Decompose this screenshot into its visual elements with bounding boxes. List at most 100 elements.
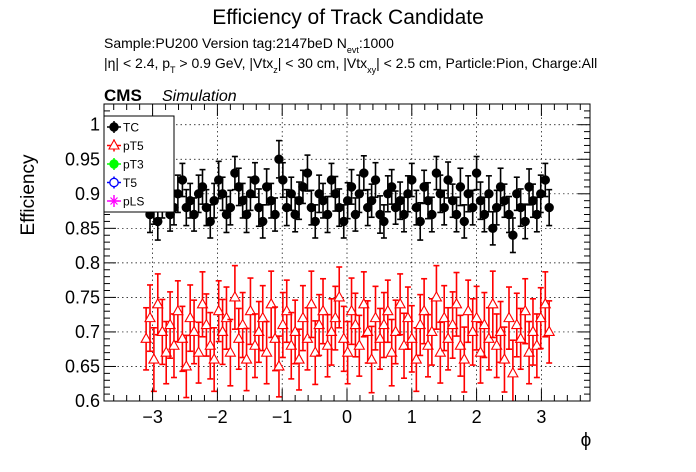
data-point-pt5 xyxy=(147,352,160,364)
data-point-tc xyxy=(346,182,357,192)
data-point-pt5 xyxy=(353,339,366,350)
cms-label: CMS xyxy=(104,86,142,105)
data-point-tc xyxy=(443,175,453,185)
data-point-pt5 xyxy=(539,297,552,309)
data-point-pt5 xyxy=(180,359,193,371)
data-point-tc xyxy=(286,189,296,199)
y-tick-label: 0.75 xyxy=(65,287,100,307)
chart-subtitle-line1: Sample:PU200 Version tag:2147beD Nevt:10… xyxy=(104,35,394,55)
y-tick-label: 0.6 xyxy=(75,391,100,411)
data-point-pt5 xyxy=(249,339,261,350)
data-point-pt5 xyxy=(478,318,491,330)
data-point-pt5 xyxy=(208,352,221,364)
data-point-pt5 xyxy=(192,346,205,357)
data-point-pt5 xyxy=(374,332,386,343)
data-point-tc xyxy=(177,175,188,185)
data-point-tc xyxy=(237,195,248,206)
data-point-pt5 xyxy=(200,318,213,330)
x-tick-label: 1 xyxy=(407,407,417,427)
data-point-pt5 xyxy=(438,311,451,323)
data-point-tc xyxy=(209,195,219,206)
data-point-pt5 xyxy=(305,297,318,309)
data-point-pt5 xyxy=(224,346,237,357)
data-point-tc xyxy=(379,216,389,227)
data-point-pt5 xyxy=(236,318,249,330)
data-point-tc xyxy=(427,209,437,220)
legend-label-t5: T5 xyxy=(123,176,137,190)
data-point-pt5 xyxy=(151,297,164,309)
series-tc xyxy=(141,139,554,254)
data-point-pt5 xyxy=(329,311,342,323)
data-point-pt5 xyxy=(385,346,398,357)
star-arm xyxy=(110,197,118,205)
legend-marker-pls xyxy=(109,197,119,205)
data-point-pt5 xyxy=(381,304,394,316)
data-point-pt5 xyxy=(470,311,483,323)
data-point-tc xyxy=(370,175,381,185)
data-point-tc xyxy=(504,209,514,220)
data-point-tc xyxy=(310,216,320,227)
data-point-pt5 xyxy=(164,318,177,330)
data-point-pt5 xyxy=(265,297,278,309)
x-tick-label: −2 xyxy=(207,407,228,427)
data-point-pt5 xyxy=(486,297,499,309)
data-point-tc xyxy=(415,216,425,227)
data-point-tc xyxy=(258,216,268,227)
legend-label-pt5: pT5 xyxy=(123,139,144,153)
data-point-pt5 xyxy=(204,339,217,350)
data-point-pt5 xyxy=(442,332,455,343)
data-point-pt5 xyxy=(333,290,346,302)
legend-label-pt3: pT3 xyxy=(123,158,144,172)
data-point-tc xyxy=(431,168,442,178)
data-point-pt5 xyxy=(430,290,443,302)
data-point-pt5 xyxy=(216,325,229,336)
data-point-tc xyxy=(411,202,422,213)
data-point-pt5 xyxy=(156,325,169,336)
data-point-tc xyxy=(419,182,429,192)
data-point-tc xyxy=(322,209,333,220)
data-point-pt5 xyxy=(425,325,438,336)
data-point-pt5 xyxy=(276,318,289,330)
data-point-pt5 xyxy=(341,346,354,357)
data-point-pt5 xyxy=(458,352,471,364)
y-tick-label: 0.9 xyxy=(75,184,100,204)
data-point-pt5 xyxy=(394,297,407,309)
legend-label-pls: pLS xyxy=(123,195,144,209)
data-point-pt5 xyxy=(196,297,209,309)
data-point-tc xyxy=(407,175,417,185)
data-point-pt5 xyxy=(446,318,459,330)
x-tick-label: 0 xyxy=(342,407,352,427)
data-point-tc xyxy=(270,209,280,220)
y-tick-label: 0.65 xyxy=(65,356,100,376)
data-point-pt5 xyxy=(410,352,423,364)
data-point-tc xyxy=(366,195,377,206)
data-point-tc xyxy=(484,189,494,199)
data-point-pt5 xyxy=(244,304,257,316)
data-point-pt5 xyxy=(160,346,173,357)
x-tick-label: 3 xyxy=(536,407,546,427)
data-point-pt5 xyxy=(357,297,370,309)
data-point-pt5 xyxy=(454,339,467,350)
data-point-pt5 xyxy=(252,325,265,336)
data-point-tc xyxy=(520,216,530,227)
legend-label-tc: TC xyxy=(123,121,139,135)
data-point-tc xyxy=(250,175,260,185)
data-point-pt5 xyxy=(212,304,225,316)
data-point-tc xyxy=(359,168,369,178)
simulation-label: Simulation xyxy=(162,88,237,105)
data-point-pt5 xyxy=(450,297,463,309)
data-point-pt5 xyxy=(365,352,378,364)
series-layer xyxy=(140,139,556,401)
data-point-pt5 xyxy=(434,346,447,357)
data-point-tc xyxy=(189,209,199,220)
data-point-tc xyxy=(153,216,163,227)
data-point-pt5 xyxy=(466,325,479,336)
data-point-pt5 xyxy=(534,311,547,323)
data-point-tc xyxy=(455,182,466,192)
data-point-tc xyxy=(471,168,482,178)
data-point-pt5 xyxy=(256,311,269,323)
data-point-pt5 xyxy=(321,339,334,350)
y-tick-label: 0.8 xyxy=(75,253,100,273)
data-point-pt5 xyxy=(325,325,338,336)
data-point-pt5 xyxy=(506,366,519,378)
